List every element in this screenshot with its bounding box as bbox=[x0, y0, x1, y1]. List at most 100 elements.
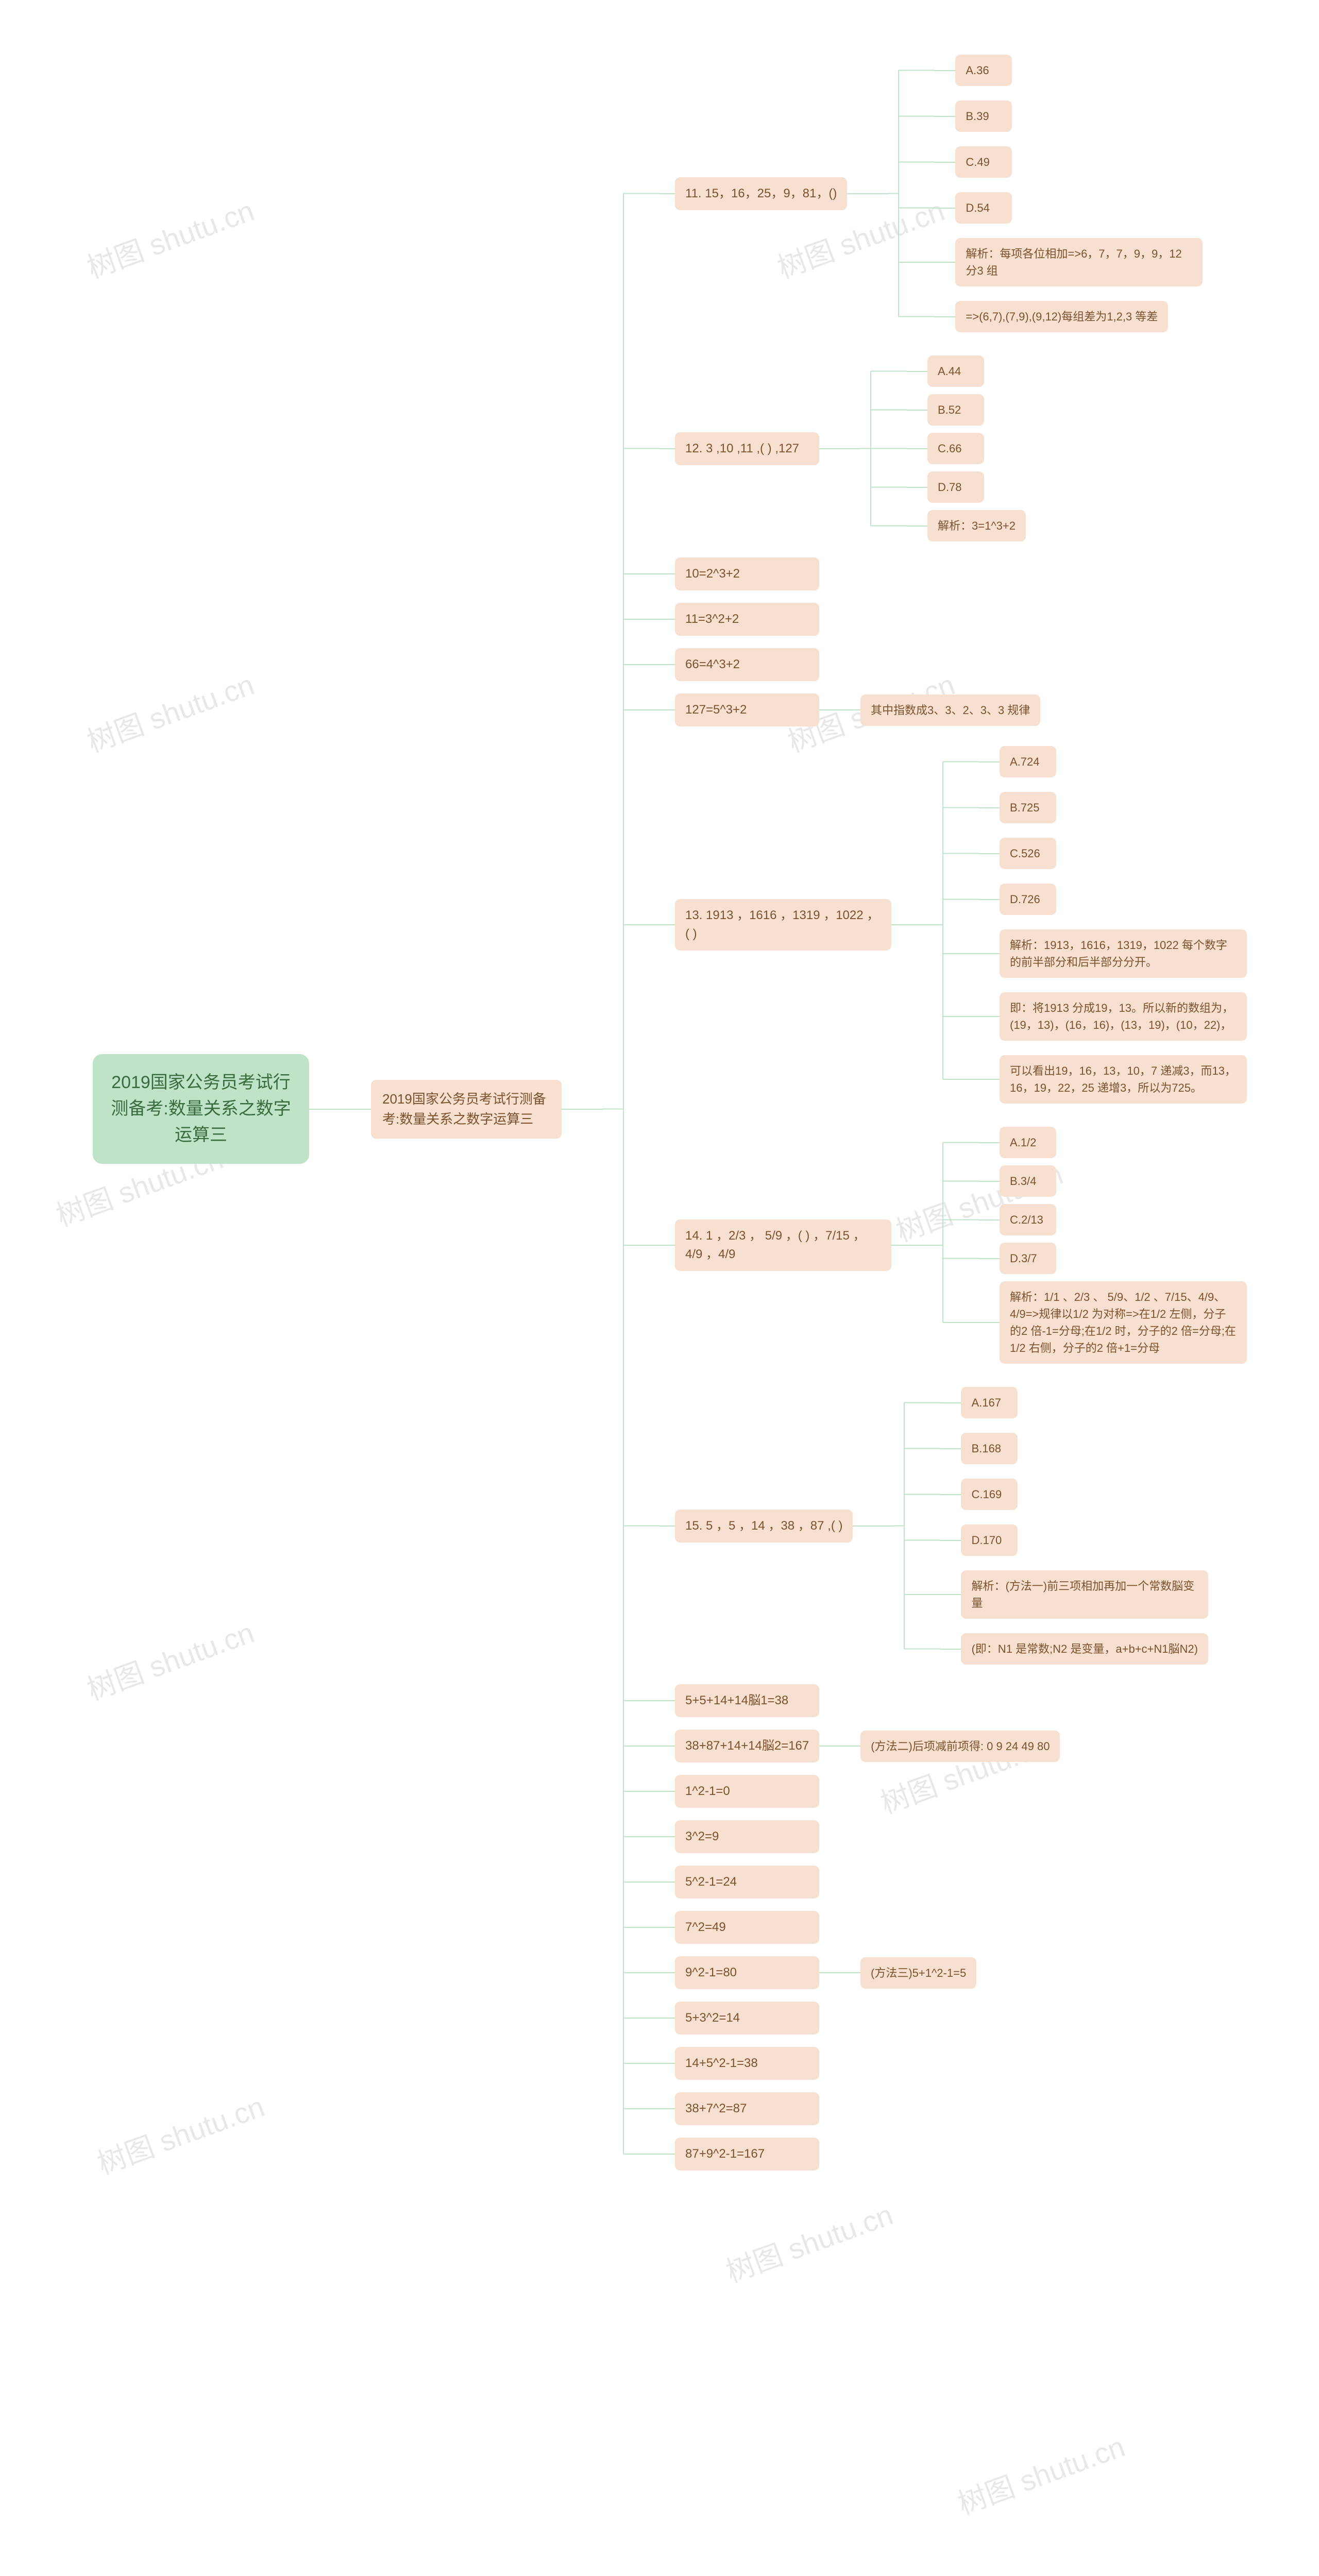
child-row: C.169 bbox=[940, 1479, 1208, 1510]
connector-stub bbox=[660, 1245, 675, 1246]
connector-stub bbox=[660, 664, 675, 665]
connector-stub bbox=[660, 2108, 675, 2109]
child-row: D.54 bbox=[935, 192, 1203, 224]
connector bbox=[847, 193, 888, 194]
level3-node: C.169 bbox=[961, 1479, 1018, 1510]
child-bracket bbox=[888, 47, 935, 340]
level2-node: 38+7^2=87 bbox=[675, 2092, 819, 2125]
root-node: 2019国家公务员考试行测备考:数量关系之数字运算三 bbox=[93, 1054, 309, 1164]
connector-stub bbox=[660, 193, 675, 194]
branch-row: 5^2-1=24 bbox=[660, 1866, 1247, 1899]
level3-node: (方法三)5+1^2-1=5 bbox=[860, 1957, 976, 1989]
level2-node: 66=4^3+2 bbox=[675, 648, 819, 681]
level2-node: 9^2-1=80 bbox=[675, 1956, 819, 1989]
connector-stub bbox=[660, 1927, 675, 1928]
branch-row: 13. 1913 ，1616 ，1319 ，1022 ，( )A.724B.72… bbox=[660, 739, 1247, 1111]
connector-stub bbox=[660, 1700, 675, 1701]
connector bbox=[853, 1526, 894, 1527]
child-row: B.725 bbox=[979, 792, 1247, 823]
child-bracket bbox=[860, 352, 907, 545]
level2-node: 15. 5 ，5 ，14 ，38 ，87 ,( ) bbox=[675, 1510, 853, 1543]
level3-node: B.3/4 bbox=[1000, 1165, 1056, 1197]
level3-node: 解析：每项各位相加=>6，7，7，9，9，12 分3 组 bbox=[955, 238, 1203, 286]
child-row: 可以看出19，16，13，10，7 递减3，而13，16，19，22，25 递增… bbox=[979, 1055, 1247, 1104]
child-row: B.168 bbox=[940, 1433, 1208, 1464]
connector-stub bbox=[660, 1836, 675, 1837]
level3-node: C.49 bbox=[955, 146, 1012, 178]
level2-node: 7^2=49 bbox=[675, 1911, 819, 1944]
children-column: A.167B.168C.169D.170解析：(方法一)前三项相加再加一个常数脳… bbox=[940, 1380, 1208, 1672]
connector-stub bbox=[907, 371, 927, 372]
level1-node: 2019国家公务员考试行测备考:数量关系之数字运算三 bbox=[371, 1080, 562, 1139]
level2-node: 14. 1 ，2/3 ， 5/9 ，( ) ，7/15 ，4/9 ，4/9 bbox=[675, 1219, 891, 1271]
level3-node: D.54 bbox=[955, 192, 1012, 224]
level3-node: B.52 bbox=[927, 394, 984, 426]
connector-stub bbox=[979, 761, 1000, 762]
level2-node: 1^2-1=0 bbox=[675, 1775, 819, 1808]
child-row: A.44 bbox=[907, 355, 1026, 387]
connector-stub bbox=[907, 487, 927, 488]
level3-node: A.1/2 bbox=[1000, 1127, 1056, 1158]
branch-row: 66=4^3+2 bbox=[660, 648, 1247, 681]
level3-node: (方法二)后项减前项得: 0 9 24 49 80 bbox=[860, 1731, 1060, 1762]
connector-stub bbox=[935, 208, 955, 209]
connector-stub bbox=[660, 448, 675, 449]
branch-row: 11=3^2+2 bbox=[660, 603, 1247, 636]
child-row: C.526 bbox=[979, 838, 1247, 869]
watermark: 树图 shutu.cn bbox=[719, 2192, 898, 2291]
level3-node: 解析：1/1 、2/3 、 5/9、1/2 、7/15、4/9、4/9=>规律以… bbox=[1000, 1281, 1247, 1364]
level2-node: 14+5^2-1=38 bbox=[675, 2047, 819, 2080]
connector-stub bbox=[940, 1649, 961, 1650]
branch-row: 15. 5 ，5 ，14 ，38 ，87 ,( )A.167B.168C.169… bbox=[660, 1380, 1247, 1672]
connector-stub bbox=[660, 2063, 675, 2064]
level3-node: B.725 bbox=[1000, 792, 1056, 823]
connector bbox=[819, 1745, 860, 1747]
level3-node: D.3/7 bbox=[1000, 1243, 1056, 1274]
level3-node: 解析：1913，1616，1319，1022 每个数字的前半部分和后半部分分开。 bbox=[1000, 929, 1247, 978]
child-row: D.3/7 bbox=[979, 1243, 1247, 1274]
level3-node: 解析：3=1^3+2 bbox=[927, 510, 1026, 541]
child-bracket bbox=[933, 739, 979, 1111]
child-bracket bbox=[894, 1380, 940, 1672]
level3-node: 解析：(方法一)前三项相加再加一个常数脳变量 bbox=[961, 1570, 1208, 1619]
child-row: 解析：3=1^3+2 bbox=[907, 510, 1026, 541]
child-row: D.170 bbox=[940, 1524, 1208, 1556]
level2-node: 13. 1913 ，1616 ，1319 ，1022 ，( ) bbox=[675, 899, 891, 951]
branch-row: 38+7^2=87 bbox=[660, 2092, 1247, 2125]
connector-stub bbox=[660, 1791, 675, 1792]
connector-stub bbox=[660, 619, 675, 620]
level2-node: 5+3^2=14 bbox=[675, 2002, 819, 2035]
level3-node: C.2/13 bbox=[1000, 1204, 1056, 1235]
level2-node: 12. 3 ,10 ,11 ,( ) ,127 bbox=[675, 432, 819, 465]
connector-stub bbox=[940, 1494, 961, 1495]
level2-node: 11. 15，16，25，9，81，() bbox=[675, 177, 847, 210]
level3-node: A.44 bbox=[927, 355, 984, 387]
connector-stub bbox=[979, 953, 1000, 954]
child-row: B.39 bbox=[935, 100, 1203, 132]
level3-node: =>(6,7),(7,9),(9,12)每组差为1,2,3 等差 bbox=[955, 301, 1168, 332]
connector-stub bbox=[940, 1540, 961, 1541]
branch-row: 87+9^2-1=167 bbox=[660, 2138, 1247, 2171]
child-row: =>(6,7),(7,9),(9,12)每组差为1,2,3 等差 bbox=[935, 301, 1203, 332]
level3-node: D.170 bbox=[961, 1524, 1018, 1556]
branch-row: 5+5+14+14脳1=38 bbox=[660, 1684, 1247, 1717]
level2-node: 87+9^2-1=167 bbox=[675, 2138, 819, 2171]
branch-row: 38+87+14+14脳2=167(方法二)后项减前项得: 0 9 24 49 … bbox=[660, 1730, 1247, 1762]
branch-row: 12. 3 ,10 ,11 ,( ) ,127A.44B.52C.66D.78解… bbox=[660, 352, 1247, 545]
level3-node: C.526 bbox=[1000, 838, 1056, 869]
branch-row: 5+3^2=14 bbox=[660, 2002, 1247, 2035]
connector-stub bbox=[979, 1142, 1000, 1143]
level3-node: C.66 bbox=[927, 433, 984, 464]
connector-stub bbox=[935, 316, 955, 317]
connector bbox=[819, 448, 860, 449]
connector-stub bbox=[660, 2018, 675, 2019]
connector-stub bbox=[660, 924, 675, 925]
connector-stub bbox=[935, 262, 955, 263]
level3-node: 其中指数成3、3、2、3、3 规律 bbox=[860, 694, 1040, 726]
connector-stub bbox=[660, 709, 675, 710]
level2-node: 127=5^3+2 bbox=[675, 693, 819, 726]
connector-stub bbox=[907, 410, 927, 411]
connector-stub bbox=[940, 1402, 961, 1403]
child-row: 解析：每项各位相加=>6，7，7，9，9，12 分3 组 bbox=[935, 238, 1203, 286]
level3-node: B.168 bbox=[961, 1433, 1018, 1464]
